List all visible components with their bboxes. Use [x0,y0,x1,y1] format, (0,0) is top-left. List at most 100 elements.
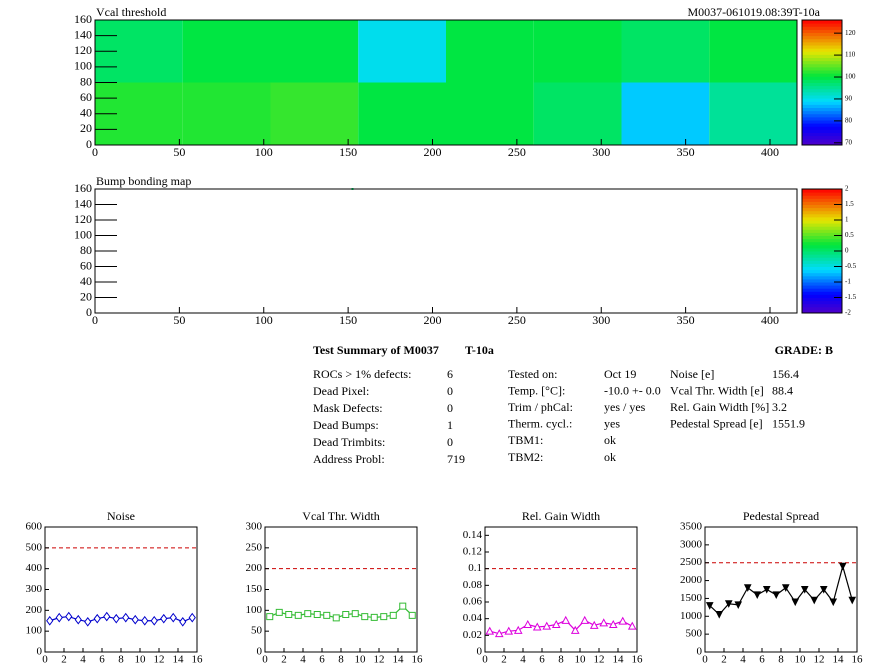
data-marker [791,598,800,607]
y-tick-label: 140 [74,196,92,210]
colorbar-label: 110 [845,51,856,59]
data-marker [570,625,580,634]
summary-value: 156.4 [772,367,799,381]
y-tick-label: 160 [74,181,92,195]
colorbar-step [802,229,842,233]
x-tick-label: 0 [92,145,98,159]
colorbar-step [802,297,842,302]
x-tick-label: 8 [558,654,564,666]
data-marker [724,600,733,608]
data-marker [285,611,293,618]
colorbar-step [802,247,842,252]
x-tick-label: 4 [300,654,306,666]
summary-value: 0 [447,401,453,415]
summary-grade: GRADE: B [775,343,833,357]
heatmap-cell [270,20,359,83]
data-marker [599,618,609,627]
summary-value: 3.2 [772,400,787,414]
data-marker [551,619,561,628]
summary-label: Temp. [°C]: [508,383,565,397]
colorbar-step [802,275,842,280]
data-marker [504,626,514,635]
x-tick-label: 4 [520,654,526,666]
data-line [269,605,413,619]
y-tick-label: 200 [246,562,263,574]
x-tick-label: 4 [80,654,86,666]
data-marker [800,586,809,594]
data-marker [160,613,168,624]
colorbar-step [802,38,842,43]
colorbar-step [802,85,842,90]
x-tick-label: 150 [339,145,357,159]
colorbar-step [802,251,842,255]
y-tick-label: 1500 [680,592,703,604]
x-tick-label: 2 [501,654,507,666]
colorbar-step [802,104,842,108]
x-tick-label: 6 [539,654,545,666]
summary-label: Dead Trimbits: [313,435,385,449]
colorbar-label: 120 [845,29,856,37]
data-marker [370,613,378,621]
y-tick-label: 3500 [680,521,703,533]
colorbar-step [802,244,842,249]
colorbar-step [802,303,842,308]
x-tick-label: 100 [255,145,273,159]
summary-label: Therm. cycl.: [508,417,572,431]
data-marker [494,629,504,638]
heatmap-cell [182,20,271,83]
colorbar-step [802,48,842,52]
heatmap-cell [446,82,534,145]
y-tick-label: 300 [26,583,43,595]
y-tick-label: 80 [80,74,92,88]
colorbar-step [802,263,842,267]
data-marker [705,602,714,610]
y-tick-label: 160 [74,12,92,26]
data-marker [399,602,407,610]
colorbar-step [802,198,842,202]
y-tick-label: 200 [26,604,43,616]
x-tick-label: 0 [482,654,488,666]
x-tick-label: 8 [778,654,784,666]
colorbar-step [802,126,842,130]
colorbar-step [802,204,842,209]
y-tick-label: 3000 [680,538,703,550]
heatmap-cell [358,20,446,83]
colorbar-step [802,54,842,58]
data-marker [389,611,397,619]
heatmap-cell [182,82,271,145]
y-tick-label: 120 [74,43,92,57]
summary-value: 0 [447,435,453,449]
data-marker [848,596,857,605]
data-marker [781,584,790,592]
colorbar-step [802,207,842,212]
summary-label: Rel. Gain Width [%] [670,400,769,414]
summary-label: ROCs > 1% defects: [313,367,411,381]
data-marker [838,562,847,571]
summary-value: 0 [447,384,453,398]
y-tick-label: 400 [26,562,43,574]
y-tick-label: 300 [246,521,263,533]
colorbar-step [802,272,842,277]
colorbar-step [802,285,842,289]
data-marker [734,601,743,609]
colorbar-step [802,32,842,37]
summary-value: 719 [447,452,465,466]
colorbar-step [802,95,842,99]
summary-title: Test Summary of M0037 [313,343,439,357]
chart-subtitle: M0037-061019.08:39T-10a [687,5,820,19]
x-tick-label: 8 [118,654,124,666]
colorbar-step [802,216,842,221]
data-marker [743,584,752,592]
data-marker [380,613,388,621]
summary-label: Tested on: [508,367,557,381]
colorbar-label: 80 [845,116,853,124]
heatmap-cell [709,82,797,145]
y-tick-label: 0.02 [463,629,482,641]
colorbar-step [802,210,842,215]
y-tick-label: 500 [686,628,703,640]
x-tick-label: 6 [319,654,325,666]
colorbar-step [802,294,842,298]
x-tick-label: 350 [677,145,695,159]
y-tick-label: 140 [74,27,92,41]
